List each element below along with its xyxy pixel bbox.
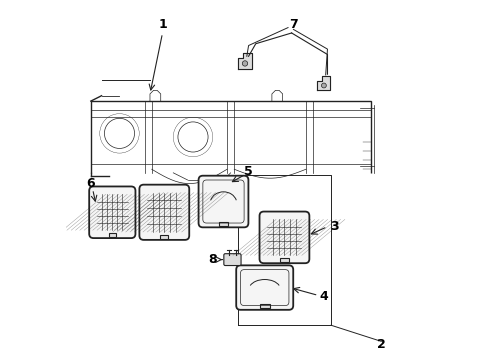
Polygon shape bbox=[238, 53, 252, 69]
Text: 2: 2 bbox=[377, 338, 386, 351]
Text: 3: 3 bbox=[330, 220, 339, 233]
Circle shape bbox=[243, 61, 247, 66]
Text: 6: 6 bbox=[86, 177, 95, 190]
Bar bbox=[109, 233, 116, 237]
Circle shape bbox=[321, 83, 326, 88]
Bar bbox=[260, 305, 270, 308]
FancyBboxPatch shape bbox=[236, 265, 293, 310]
Bar bbox=[160, 234, 169, 239]
FancyBboxPatch shape bbox=[224, 254, 241, 266]
Text: 8: 8 bbox=[208, 253, 217, 266]
Text: 5: 5 bbox=[244, 165, 253, 177]
Text: 4: 4 bbox=[319, 290, 328, 303]
Text: 7: 7 bbox=[289, 18, 298, 31]
FancyBboxPatch shape bbox=[198, 176, 248, 227]
Polygon shape bbox=[318, 76, 330, 90]
FancyBboxPatch shape bbox=[89, 186, 135, 238]
FancyBboxPatch shape bbox=[260, 212, 309, 263]
Bar bbox=[280, 258, 289, 262]
Bar bbox=[220, 222, 228, 226]
FancyBboxPatch shape bbox=[139, 185, 189, 240]
Text: 1: 1 bbox=[158, 18, 167, 31]
